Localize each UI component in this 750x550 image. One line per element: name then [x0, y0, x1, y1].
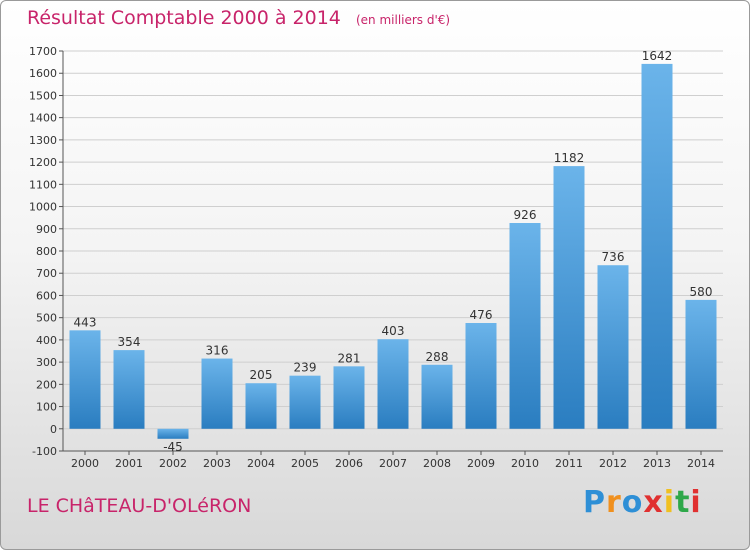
y-tick-label: 400	[36, 334, 57, 347]
bar-2011	[553, 166, 585, 429]
data-labels: 443 354 -45 316 205 239 281 403 288 476 926 1182 736…	[74, 49, 713, 454]
x-tick-label: 2013	[643, 457, 671, 470]
data-label-2001: 354	[118, 335, 141, 349]
y-tick-label: 900	[36, 223, 57, 236]
data-label-2008: 288	[426, 350, 449, 364]
x-tick-label: 2006	[335, 457, 363, 470]
location-name: LE CHâTEAU-D'OLéRON	[27, 495, 252, 517]
x-tick-label: 2005	[291, 457, 319, 470]
y-tick-label: 500	[36, 312, 57, 325]
data-label-2002: -45	[163, 440, 183, 454]
x-tick-label: 2010	[511, 457, 539, 470]
brand-letter: r	[606, 485, 622, 520]
data-label-2007: 403	[382, 324, 405, 338]
data-label-2011: 1182	[554, 151, 585, 165]
y-tick-label: 700	[36, 267, 57, 280]
brand-letter: t	[675, 485, 691, 520]
brand-letter: x	[643, 485, 664, 520]
data-label-2013: 1642	[642, 49, 673, 63]
brand-letter: i	[690, 485, 702, 520]
data-label-2009: 476	[470, 308, 493, 322]
y-tick-label: 600	[36, 289, 57, 302]
y-tick-label: 800	[36, 245, 57, 258]
axes: -100 0 100 200 300 400 500 600 700 800 900 1000 1100…	[29, 45, 723, 470]
bar-2009	[465, 323, 497, 429]
brand-letter: i	[663, 485, 676, 520]
brand-letter: o	[621, 485, 644, 520]
bar-2004	[245, 383, 277, 429]
x-tick-label: 2004	[247, 457, 275, 470]
bar-2005	[289, 375, 321, 429]
bar-2001	[113, 350, 145, 429]
x-tick-label: 2014	[687, 457, 715, 470]
y-tick-label: 1500	[29, 89, 57, 102]
data-label-2010: 926	[514, 208, 537, 222]
data-label-2012: 736	[602, 250, 625, 264]
y-tick-label: -100	[32, 445, 57, 458]
x-tick-label: 2007	[379, 457, 407, 470]
data-label-2004: 205	[250, 368, 273, 382]
data-label-2000: 443	[74, 315, 97, 329]
bar-2013	[641, 63, 673, 429]
x-tick-label: 2001	[115, 457, 143, 470]
y-tick-label: 1600	[29, 67, 57, 80]
bar-2012	[597, 265, 629, 429]
x-tick-label: 2008	[423, 457, 451, 470]
chart-subtitle: (en milliers d'€)	[355, 13, 451, 27]
y-tick-label: 200	[36, 378, 57, 391]
y-tick-label: 300	[36, 356, 57, 369]
y-tick-label: 1300	[29, 134, 57, 147]
y-tick-label: 0	[50, 423, 57, 436]
x-tick-label: 2003	[203, 457, 231, 470]
bar-2008	[421, 364, 453, 429]
x-tick-label: 2009	[467, 457, 495, 470]
x-tick-label: 2000	[71, 457, 99, 470]
bar-2010	[509, 223, 541, 429]
bars	[69, 63, 717, 439]
data-label-2006: 281	[338, 351, 361, 365]
bar-2002	[157, 428, 189, 439]
brand-logo: Proxiti	[583, 485, 702, 520]
data-label-2014: 580	[690, 285, 713, 299]
x-tick-label: 2012	[599, 457, 627, 470]
y-tick-label: 1200	[29, 156, 57, 169]
bar-2003	[201, 358, 233, 429]
brand-letter: P	[583, 485, 606, 520]
y-tick-label: 1000	[29, 201, 57, 214]
chart-title: Résultat Comptable 2000 à 2014	[27, 7, 341, 29]
y-tick-label: 1100	[29, 178, 57, 191]
bar-2006	[333, 366, 365, 429]
x-tick-label: 2002	[159, 457, 187, 470]
bar-2014	[685, 299, 717, 429]
y-tick-label: 100	[36, 401, 57, 414]
bar-2000	[69, 330, 101, 429]
data-label-2005: 239	[294, 361, 317, 375]
bar-2007	[377, 339, 409, 429]
x-tick-label: 2011	[555, 457, 583, 470]
y-tick-label: 1400	[29, 112, 57, 125]
y-tick-label: 1700	[29, 45, 57, 58]
title-block: Résultat Comptable 2000 à 2014 (en milli…	[27, 7, 450, 29]
data-label-2003: 316	[206, 344, 229, 358]
